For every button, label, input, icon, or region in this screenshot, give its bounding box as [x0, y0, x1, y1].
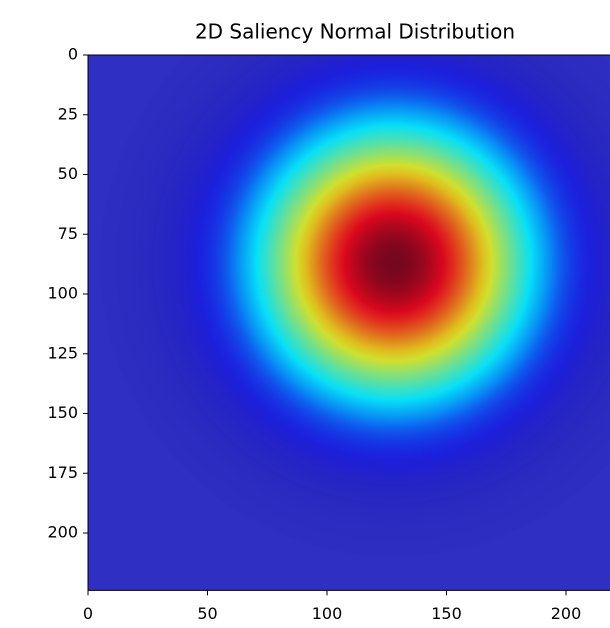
y-tick-label: 175 — [47, 463, 78, 482]
y-tick-label: 50 — [58, 164, 78, 183]
x-tick-label: 150 — [431, 604, 462, 623]
y-tick-label: 200 — [47, 523, 78, 542]
plot-area — [88, 55, 610, 591]
y-tick-label: 100 — [47, 284, 78, 303]
y-tick-label: 125 — [47, 343, 78, 362]
y-tick-label: 75 — [58, 224, 78, 243]
x-tick-label: 0 — [83, 604, 93, 623]
x-tick-label: 200 — [551, 604, 582, 623]
y-tick-label: 150 — [47, 403, 78, 422]
y-tick-label: 0 — [68, 45, 78, 64]
saliency-peak — [100, 55, 610, 557]
x-tick-label: 100 — [312, 604, 343, 623]
y-tick-label: 25 — [58, 104, 78, 123]
x-tick-label: 50 — [197, 604, 217, 623]
chart-title: 2D Saliency Normal Distribution — [195, 20, 515, 44]
